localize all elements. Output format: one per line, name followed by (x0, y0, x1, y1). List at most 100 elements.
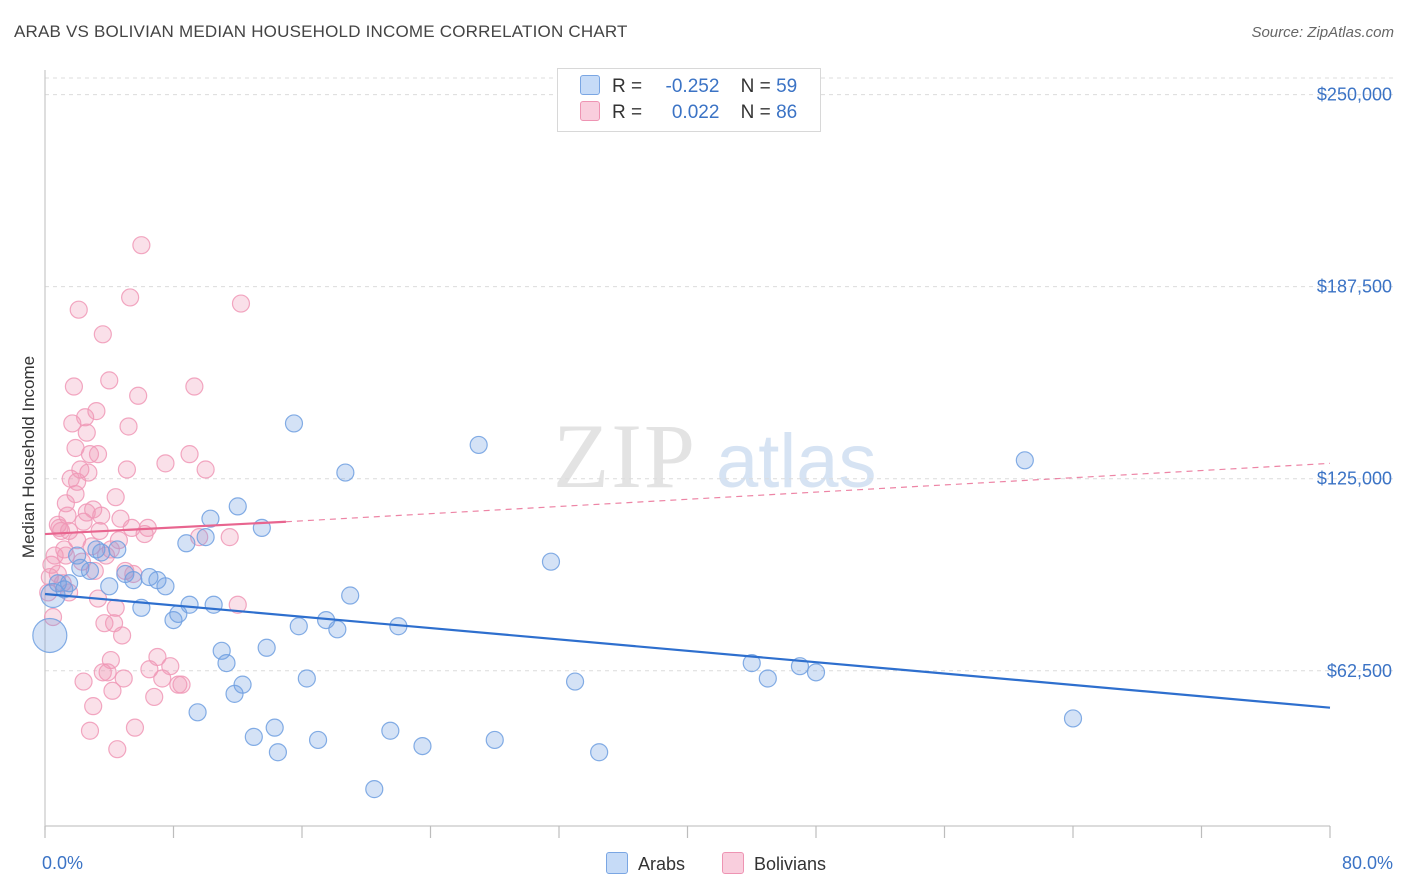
point-arabs (55, 580, 74, 599)
point-arabs (228, 497, 247, 516)
point-bolivians (100, 371, 119, 390)
legend-bolivians-r-value: 0.022 (671, 102, 720, 123)
point-bolivians (196, 460, 215, 479)
point-bolivians (121, 288, 140, 307)
point-arabs (217, 654, 236, 673)
point-bolivians (77, 423, 96, 442)
point-bolivians (156, 454, 175, 473)
point-arabs (308, 730, 328, 750)
point-bolivians (132, 236, 151, 255)
point-bolivians (80, 721, 100, 740)
point-bolivians (88, 445, 108, 464)
point-bolivians (231, 294, 251, 313)
point-arabs (413, 736, 432, 756)
point-bolivians (82, 537, 101, 556)
point-arabs (341, 586, 360, 605)
point-bolivians (93, 325, 112, 344)
legend-swatch-bolivians (580, 101, 600, 121)
gridlines (45, 77, 1395, 672)
point-arabs (108, 540, 127, 559)
point-bolivians (108, 740, 127, 759)
axis-labels: $62,500 $125,000 $187,500 $250,000 0.0% 80.0%… (19, 85, 1393, 873)
y-tick-label: $62,500 (1327, 661, 1392, 681)
legend: R = -0.252 N = 59 R = 0.022 N = 86 (557, 68, 821, 132)
point-bolivians (129, 386, 148, 405)
point-arabs (233, 675, 252, 694)
legend-row-arabs: R = -0.252 N = 59 (580, 75, 797, 101)
point-bolivians (185, 377, 204, 396)
point-bolivians (145, 687, 164, 707)
point-arabs (541, 552, 561, 571)
legend-bolivians-r-label: R = (612, 102, 643, 123)
point-bolivians (43, 607, 63, 627)
point-bolivians (69, 300, 88, 319)
point-arabs (59, 574, 79, 593)
point-arabs (381, 721, 400, 740)
y-tick-label: $187,500 (1317, 277, 1392, 297)
point-arabs (32, 617, 68, 654)
point-arabs (758, 669, 777, 688)
point-bolivians (228, 595, 247, 614)
bottom-legend-bolivians-label: Bolivians (754, 854, 827, 874)
point-bolivians (161, 657, 180, 676)
chart-title: ARAB VS BOLIVIAN MEDIAN HOUSEHOLD INCOME… (14, 22, 628, 41)
point-bolivians (74, 672, 93, 691)
point-arabs (80, 561, 100, 581)
point-bolivians (109, 531, 128, 550)
point-bolivians (180, 445, 199, 464)
watermark-atlas: atlas (716, 419, 877, 504)
legend-row-bolivians: R = 0.022 N = 86 (580, 101, 797, 127)
point-bolivians (101, 650, 120, 670)
legend-arabs-n-label: N = (740, 76, 771, 97)
point-arabs (265, 718, 284, 737)
x-tick-label-start: 0.0% (42, 853, 83, 873)
point-bolivians (125, 718, 145, 737)
point-arabs (201, 509, 220, 528)
bottom-legend-bolivians: Bolivians (722, 852, 826, 875)
point-bolivians (117, 460, 137, 479)
watermark-zip: ZIP (553, 405, 697, 507)
trend-lines (44, 462, 1331, 709)
point-arabs (100, 577, 119, 596)
legend-arabs-r-label: R = (612, 76, 643, 97)
trend-line-bolivians-extended (285, 462, 1331, 523)
bottom-legend-swatch-arabs (606, 852, 628, 874)
point-arabs (87, 540, 106, 559)
point-bolivians (64, 377, 84, 396)
bottom-legend-arabs-label: Arabs (638, 854, 686, 874)
point-arabs (469, 435, 488, 455)
point-arabs (204, 595, 223, 614)
point-bolivians (96, 546, 116, 565)
series-bolivians (39, 236, 251, 759)
point-arabs (289, 617, 308, 636)
point-bolivians (77, 503, 96, 522)
source-label: Source: ZipAtlas.com (1251, 24, 1394, 41)
point-arabs (177, 534, 196, 553)
legend-bolivians-n-value: 86 (776, 102, 798, 123)
point-bolivians (79, 463, 98, 482)
point-bolivians (114, 669, 133, 688)
point-bolivians (95, 614, 114, 633)
series-arabs (32, 414, 1083, 799)
watermark: ZIP atlas (553, 405, 877, 507)
point-bolivians (172, 675, 191, 694)
point-bolivians (112, 626, 132, 645)
legend-arabs-n-value: 59 (776, 76, 798, 97)
point-bolivians (220, 528, 239, 547)
point-bolivians (66, 484, 85, 504)
y-tick-label: $250,000 (1317, 85, 1392, 105)
point-arabs (1015, 451, 1034, 470)
point-arabs (188, 703, 207, 722)
point-bolivians (85, 561, 104, 581)
point-arabs (180, 595, 199, 614)
legend-swatch-arabs (580, 75, 600, 95)
point-arabs (257, 638, 276, 657)
point-arabs (164, 610, 183, 630)
trend-line-bolivians (44, 520, 286, 536)
y-axis-title: Median Household Income (19, 356, 38, 558)
point-arabs (590, 743, 609, 762)
point-arabs (196, 528, 215, 547)
trend-line-arabs (44, 592, 1331, 709)
point-arabs (284, 414, 304, 433)
